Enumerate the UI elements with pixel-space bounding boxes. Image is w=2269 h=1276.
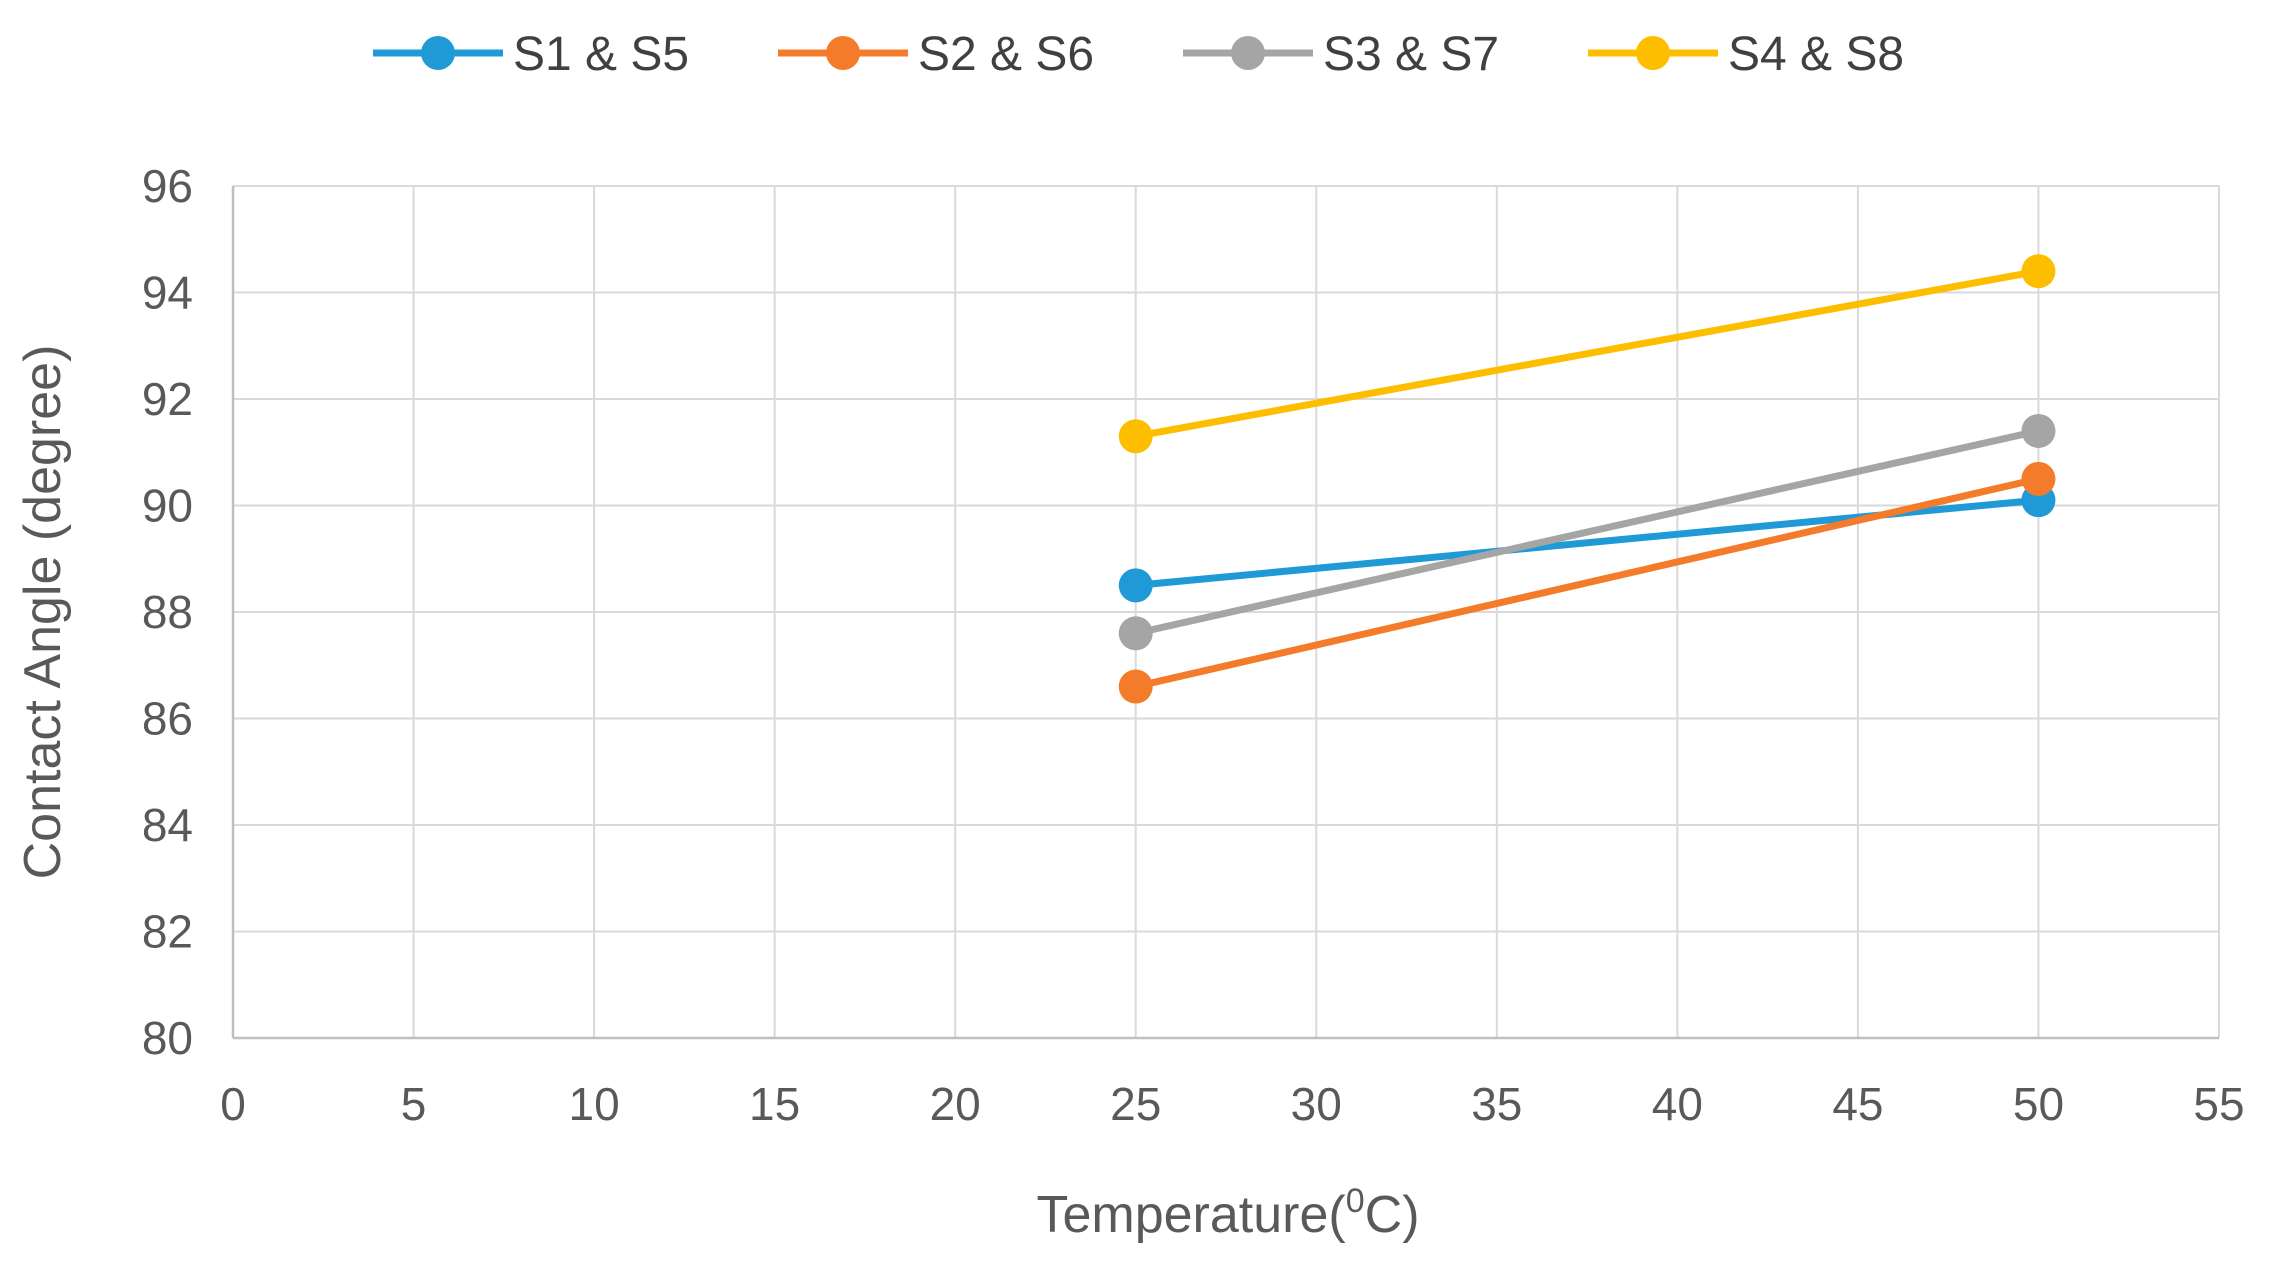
legend-marker [1636, 36, 1670, 70]
x-axis-title-superscript: 0 [1346, 1182, 1365, 1220]
chart-grid [233, 185, 2220, 1038]
legend-item-3[interactable]: S3 & S7 [1183, 28, 1499, 81]
series-3 [1118, 413, 2056, 651]
y-tick-label: 82 [142, 906, 193, 958]
chart-legend: S1 & S5 S2 & S6 S3 & S7 S4 & S8 [373, 28, 1904, 81]
legend-label: S2 & S6 [918, 28, 1094, 81]
x-tick-label: 0 [220, 1078, 246, 1130]
legend-item-1[interactable]: S1 & S5 [373, 28, 689, 81]
x-tick-label: 25 [1110, 1078, 1161, 1130]
legend-item-4[interactable]: S4 & S8 [1588, 28, 1904, 81]
y-tick-label: 94 [142, 267, 193, 319]
legend-label: S4 & S8 [1728, 28, 1904, 81]
y-tick-label: 90 [142, 480, 193, 532]
data-point[interactable] [2021, 413, 2056, 448]
data-point[interactable] [1118, 669, 1153, 704]
legend-marker [826, 36, 860, 70]
x-tick-label: 30 [1291, 1078, 1342, 1130]
x-tick-label: 5 [401, 1078, 427, 1130]
data-point[interactable] [1118, 616, 1153, 651]
x-tick-label: 35 [1471, 1078, 1522, 1130]
y-tick-label: 80 [142, 1012, 193, 1064]
legend-label: S1 & S5 [513, 28, 689, 81]
series-line [1132, 427, 2042, 637]
legend-marker [1231, 36, 1265, 70]
x-tick-label: 10 [569, 1078, 620, 1130]
y-tick-label: 88 [142, 586, 193, 638]
legend-item-2[interactable]: S2 & S6 [778, 28, 1094, 81]
x-tick-label: 45 [1832, 1078, 1883, 1130]
x-tick-label: 40 [1652, 1078, 1703, 1130]
series-line [1132, 267, 2042, 440]
y-axis-title: Contact Angle (degree) [14, 345, 72, 880]
y-tick-label: 86 [142, 693, 193, 745]
y-tick-label: 96 [142, 160, 193, 212]
x-axis-title-unit: C) [1365, 1186, 1420, 1244]
data-point[interactable] [2021, 254, 2056, 289]
series-2 [1118, 461, 2056, 704]
y-tick-label: 84 [142, 799, 193, 851]
x-tick-label: 55 [2193, 1078, 2244, 1130]
x-axis-title: Temperature(0C) [1036, 1182, 1419, 1244]
y-tick-label: 92 [142, 373, 193, 425]
series-line [1132, 475, 2042, 691]
x-tick-label: 15 [749, 1078, 800, 1130]
chart-series [1118, 254, 2056, 704]
data-point[interactable] [2021, 461, 2056, 496]
x-tick-label: 20 [930, 1078, 981, 1130]
chart-axes: 80 82 84 86 88 90 92 94 96 0 5 10 15 20 25 30 35 40 45 50 55 [142, 160, 2245, 1130]
data-point[interactable] [1118, 419, 1153, 454]
legend-marker [421, 36, 455, 70]
x-tick-label: 50 [2013, 1078, 2064, 1130]
data-point[interactable] [1118, 568, 1153, 603]
series-4 [1118, 254, 2056, 454]
x-axis-title-main: Temperature( [1036, 1186, 1346, 1244]
legend-label: S3 & S7 [1323, 28, 1499, 81]
